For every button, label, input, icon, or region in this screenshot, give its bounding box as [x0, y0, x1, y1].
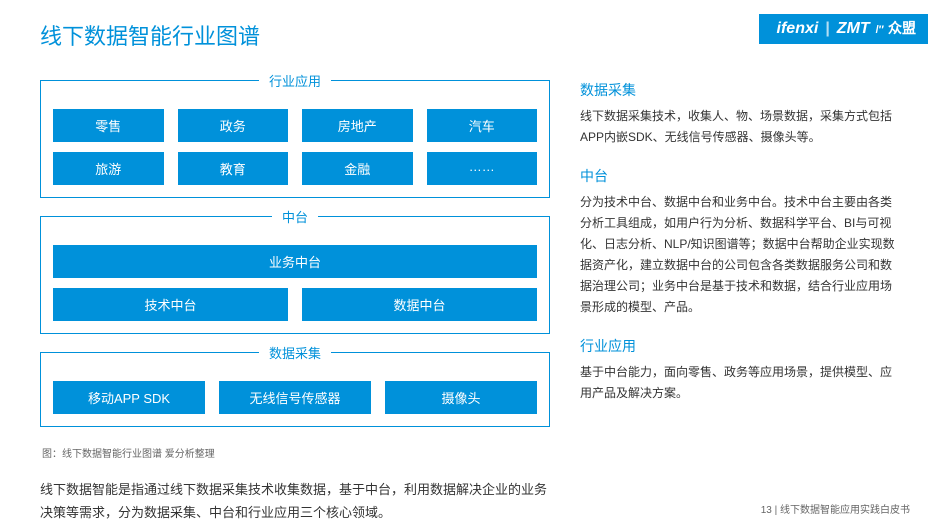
logo-ifenxi: ifenxi	[777, 20, 819, 38]
zone-middle-platform: 中台 业务中台 技术中台 数据中台	[40, 216, 550, 334]
section-title: 行业应用	[580, 336, 898, 356]
page-footer: 13 | 线下数据智能应用实践白皮书	[761, 501, 910, 516]
box-gov: 政务	[178, 109, 289, 142]
diagram-caption: 图：线下数据智能行业图谱 爱分析整理	[42, 445, 550, 460]
box-biz-mid: 业务中台	[53, 245, 537, 278]
row: 技术中台 数据中台	[53, 288, 537, 321]
section-text: 分为技术中台、数据中台和业务中台。技术中台主要由各类分析工具组成，如用户行为分析…	[580, 192, 898, 318]
logo-divider: |	[825, 20, 829, 38]
zone-title: 行业应用	[259, 71, 331, 90]
zone-data-collect: 数据采集 移动APP SDK 无线信号传感器 摄像头	[40, 352, 550, 427]
zone-industry-app: 行业应用 零售 政务 房地产 汽车 旅游 教育 金融 ……	[40, 80, 550, 198]
section-title: 中台	[580, 166, 898, 186]
content: 行业应用 零售 政务 房地产 汽车 旅游 教育 金融 …… 中台 业务中台 技术…	[0, 50, 928, 525]
zone-title: 中台	[272, 207, 318, 226]
box-retail: 零售	[53, 109, 164, 142]
row: 零售 政务 房地产 汽车	[53, 109, 537, 142]
logo-tag: 众盟	[888, 18, 916, 38]
left-paragraph: 线下数据智能是指通过线下数据采集技术收集数据，基于中台，利用数据解决企业的业务决…	[40, 478, 550, 525]
left-column: 行业应用 零售 政务 房地产 汽车 旅游 教育 金融 …… 中台 业务中台 技术…	[40, 80, 550, 525]
box-travel: 旅游	[53, 152, 164, 185]
section-app: 行业应用 基于中台能力，面向零售、政务等应用场景，提供模型、应用产品及解决方案。	[580, 336, 898, 404]
right-column: 数据采集 线下数据采集技术，收集人、物、场景数据，采集方式包括APP内嵌SDK、…	[580, 80, 908, 525]
section-collect: 数据采集 线下数据采集技术，收集人、物、场景数据，采集方式包括APP内嵌SDK、…	[580, 80, 898, 148]
logo-bar: ifenxi | ZMT /″ 众盟	[759, 14, 928, 44]
row: 移动APP SDK 无线信号传感器 摄像头	[53, 381, 537, 414]
page-title: 线下数据智能行业图谱	[40, 19, 260, 51]
zone-title: 数据采集	[259, 343, 331, 362]
box-auto: 汽车	[427, 109, 538, 142]
section-mid: 中台 分为技术中台、数据中台和业务中台。技术中台主要由各类分析工具组成，如用户行…	[580, 166, 898, 318]
box-realestate: 房地产	[302, 109, 413, 142]
box-data-mid: 数据中台	[302, 288, 537, 321]
box-sensor: 无线信号传感器	[219, 381, 371, 414]
logo-slash-icon: /″	[876, 24, 884, 36]
box-finance: 金融	[302, 152, 413, 185]
box-tech-mid: 技术中台	[53, 288, 288, 321]
box-edu: 教育	[178, 152, 289, 185]
logo-zmt: ZMT	[837, 20, 870, 38]
box-more: ……	[427, 152, 538, 185]
box-sdk: 移动APP SDK	[53, 381, 205, 414]
row: 业务中台	[53, 245, 537, 278]
row: 旅游 教育 金融 ……	[53, 152, 537, 185]
box-camera: 摄像头	[385, 381, 537, 414]
section-text: 基于中台能力，面向零售、政务等应用场景，提供模型、应用产品及解决方案。	[580, 362, 898, 404]
section-title: 数据采集	[580, 80, 898, 100]
header: 线下数据智能行业图谱 ifenxi | ZMT /″ 众盟	[0, 0, 928, 50]
section-text: 线下数据采集技术，收集人、物、场景数据，采集方式包括APP内嵌SDK、无线信号传…	[580, 106, 898, 148]
